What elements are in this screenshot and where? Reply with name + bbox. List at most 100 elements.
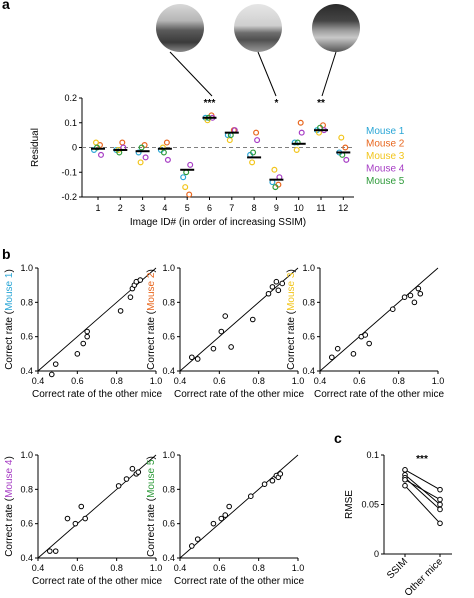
- b-point-mouse-3: [362, 332, 369, 338]
- a-x-tick-label: 2: [118, 203, 123, 213]
- c-point-ssim: [402, 467, 408, 473]
- b-x-tick-label: 0.8: [252, 376, 265, 386]
- a-point-mouse-1: [180, 174, 187, 181]
- image-9-photo: [234, 4, 282, 52]
- b-point-mouse-4: [64, 515, 71, 522]
- b-point-mouse-5: [277, 471, 284, 477]
- a-point-mouse-4: [254, 137, 261, 144]
- b-point-mouse-2: [218, 328, 225, 335]
- a-point-mouse-3: [137, 159, 144, 166]
- b-x-tick-label: 0.4: [32, 376, 45, 386]
- a-y-tick-label: 0: [72, 143, 77, 153]
- b-point-mouse-1: [137, 277, 144, 283]
- a-point-mouse-3: [92, 139, 99, 146]
- b-point-mouse-3: [366, 340, 372, 347]
- a-point-mouse-4: [298, 129, 305, 136]
- c-y-tick-label: 0.1: [366, 450, 379, 460]
- a-point-mouse-5: [160, 149, 167, 156]
- b-y-label-suffix: ): [286, 269, 297, 272]
- b-y-axis-label-4: Correct rate (Mouse 4): [4, 456, 15, 557]
- b-x-tick-label: 1.0: [292, 563, 305, 573]
- b-y-tick-label: 0.6: [20, 332, 33, 342]
- b-y-tick-label: 0.4: [302, 366, 315, 376]
- a-point-mouse-4: [142, 154, 149, 161]
- b-point-mouse-5: [189, 543, 195, 549]
- b-point-mouse-4: [123, 476, 130, 482]
- b-point-mouse-2: [228, 344, 234, 350]
- b-point-mouse-5: [210, 520, 217, 527]
- b-point-mouse-3: [334, 345, 341, 352]
- b-point-mouse-5: [226, 503, 232, 510]
- b-y-label-mouse: Mouse 5: [146, 459, 157, 498]
- b-y-tick-label: 0.8: [302, 297, 315, 307]
- b-x-axis-label-4: Correct rate of the other mice: [32, 576, 162, 587]
- c-point-other-mice: [437, 506, 443, 513]
- b-point-mouse-4: [135, 469, 142, 475]
- a-y-tick-label: -0.1: [61, 167, 77, 177]
- c-y-tick-label: 0: [374, 549, 379, 559]
- b-y-label-prefix: Correct rate (: [4, 310, 15, 370]
- c-pair-line: [404, 479, 441, 500]
- b-point-mouse-4: [78, 503, 85, 510]
- b-x-tick-label: 0.4: [174, 376, 187, 386]
- a-point-mouse-3: [249, 159, 256, 166]
- b-point-mouse-1: [74, 351, 81, 357]
- c-significance: ***: [416, 454, 428, 465]
- b-x-tick-label: 1.0: [432, 376, 445, 386]
- b-point-mouse-5: [222, 512, 229, 518]
- a-point-mouse-5: [294, 139, 301, 146]
- a-point-mouse-4: [343, 156, 350, 163]
- b-point-mouse-4: [82, 515, 88, 522]
- b-y-label-suffix: ): [4, 456, 15, 459]
- a-point-mouse-2: [186, 191, 193, 198]
- b-point-mouse-4: [52, 548, 59, 554]
- b-point-mouse-4: [115, 483, 122, 489]
- a-point-mouse-2: [297, 119, 304, 126]
- a-legend-mouse-5: Mouse 5: [366, 176, 405, 187]
- b-x-tick-label: 0.6: [71, 376, 84, 386]
- c-pair-line: [404, 469, 441, 491]
- a-x-tick-label: 10: [294, 203, 304, 213]
- b-y-label-prefix: Correct rate (: [146, 497, 157, 557]
- b-y-tick-label: 1.0: [20, 263, 33, 273]
- b-point-mouse-1: [84, 328, 90, 335]
- b-y-tick-label: 0.6: [162, 519, 175, 529]
- b-y-label-prefix: Correct rate (: [4, 497, 15, 557]
- c-point-ssim: [402, 482, 408, 489]
- a-point-mouse-1: [135, 149, 142, 156]
- c-point-other-mice: [437, 501, 443, 508]
- b-y-axis-label-1: Correct rate (Mouse 1): [4, 269, 15, 370]
- b-point-mouse-3: [407, 292, 414, 299]
- b-point-mouse-2: [189, 354, 195, 361]
- a-x-tick-label: 11: [316, 203, 325, 213]
- b-x-tick-label: 0.6: [213, 563, 226, 573]
- b-x-tick-label: 0.4: [32, 563, 45, 573]
- b-y-tick-label: 0.4: [162, 553, 175, 563]
- b-y-label-prefix: Correct rate (: [146, 310, 157, 370]
- a-point-mouse-5: [138, 144, 145, 151]
- image-6-photo: [156, 4, 204, 52]
- b-point-mouse-5: [218, 515, 225, 522]
- a-legend-mouse-3: Mouse 3: [366, 151, 405, 162]
- a-point-mouse-2: [119, 139, 126, 146]
- a-x-tick-label: 5: [185, 203, 190, 213]
- b-x-axis-label-1: Correct rate of the other mice: [32, 389, 162, 400]
- a-x-tick-label: 7: [229, 203, 234, 213]
- b-y-tick-label: 1.0: [20, 450, 33, 460]
- b-y-tick-label: 0.4: [20, 553, 33, 563]
- a-point-mouse-5: [272, 184, 279, 191]
- b-point-mouse-1: [84, 333, 90, 340]
- a-point-mouse-4: [187, 161, 194, 168]
- b-point-mouse-3: [411, 299, 418, 306]
- a-point-mouse-1: [291, 139, 298, 146]
- b-y-tick-label: 0.4: [20, 366, 33, 376]
- b-y-tick-label: 0.8: [20, 297, 33, 307]
- a-point-mouse-3: [293, 146, 300, 153]
- b-y-label-mouse: Mouse 1: [4, 272, 15, 311]
- connector-line-6: [169, 51, 213, 97]
- b-diagonal-2: [179, 267, 299, 372]
- b-y-tick-label: 0.8: [20, 484, 33, 494]
- b-x-tick-label: 0.4: [174, 563, 187, 573]
- b-y-tick-label: 0.4: [162, 366, 175, 376]
- b-y-tick-label: 0.8: [162, 484, 175, 494]
